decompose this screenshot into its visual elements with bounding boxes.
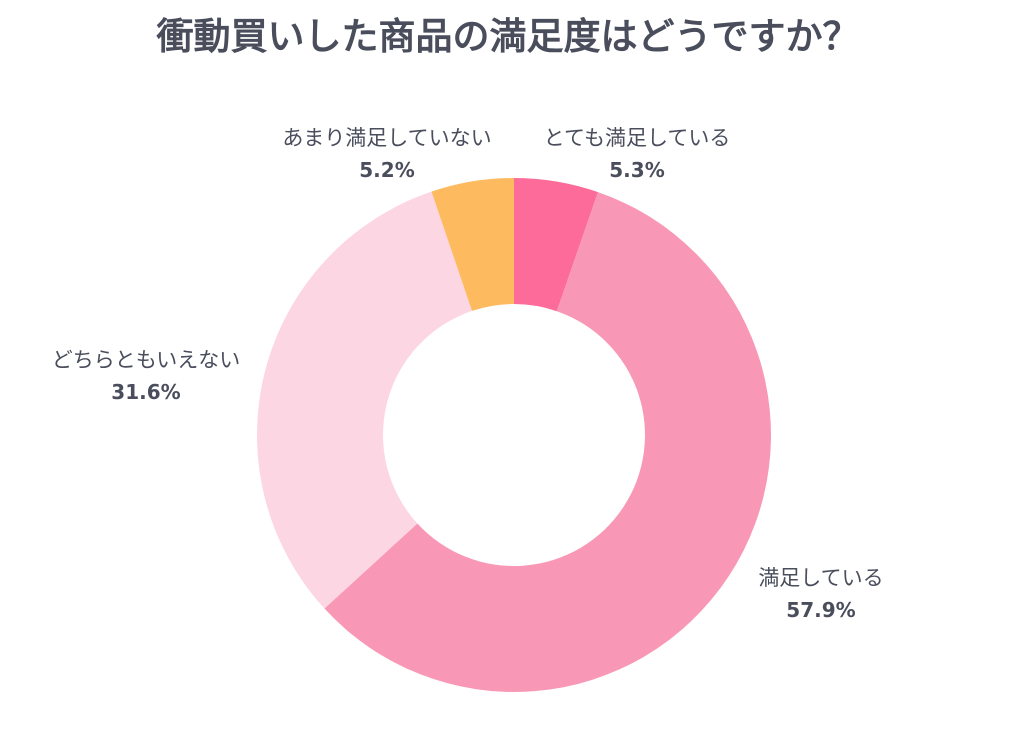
slice-value-2: 57.9% xyxy=(786,598,855,622)
slice-labels: とても満足している 5.3% 満足している 57.9% どちらともいえない 31.6% あま… xyxy=(52,126,884,622)
slice-label-3: どちらともいえない xyxy=(52,348,241,372)
slice-label-1: とても満足している xyxy=(544,126,731,150)
donut-slice-2 xyxy=(324,192,771,693)
chart-title: 衝動買いした商品の満足度はどうですか？ xyxy=(156,15,860,58)
slice-label-2: 満足している xyxy=(758,566,883,590)
slice-value-3: 31.6% xyxy=(111,380,180,404)
donut-slice-1 xyxy=(514,178,599,312)
donut-slices xyxy=(257,178,771,693)
slice-value-1: 5.3% xyxy=(609,158,664,182)
slice-label-4: あまり満足していない xyxy=(282,126,491,150)
slice-value-4: 5.2% xyxy=(359,158,414,182)
donut-slice-3 xyxy=(257,191,472,609)
donut-slice-4 xyxy=(431,178,514,311)
